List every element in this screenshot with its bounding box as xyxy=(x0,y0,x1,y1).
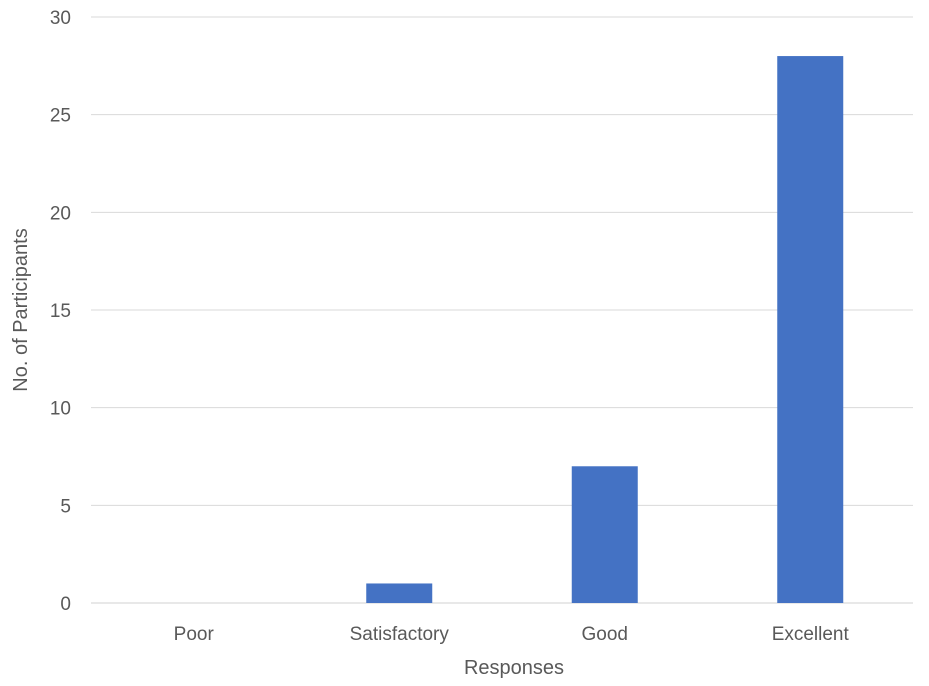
y-tick-label: 10 xyxy=(50,399,71,420)
x-tick-label-satisfactory: Satisfactory xyxy=(350,624,450,645)
y-tick-label: 30 xyxy=(50,8,71,29)
x-axis-ticks: Poor Satisfactory Good Excellent xyxy=(174,624,850,645)
bar-excellent xyxy=(777,56,844,604)
x-tick-label-poor: Poor xyxy=(174,624,215,645)
bar-good xyxy=(571,466,638,603)
bar-satisfactory xyxy=(366,583,433,603)
bars xyxy=(366,56,844,604)
y-tick-label: 25 xyxy=(50,106,71,127)
y-axis-title: No. of Participants xyxy=(10,228,32,391)
x-tick-label-excellent: Excellent xyxy=(772,624,850,645)
y-tick-label: 20 xyxy=(50,203,71,224)
x-tick-label-good: Good xyxy=(582,624,628,645)
x-axis-title: Responses xyxy=(464,657,564,679)
y-axis-ticks: 0 5 10 15 20 25 30 xyxy=(50,8,71,615)
gridlines xyxy=(91,16,913,604)
y-tick-label: 15 xyxy=(50,301,71,322)
y-tick-label: 5 xyxy=(60,496,71,517)
y-tick-label: 0 xyxy=(60,594,71,615)
